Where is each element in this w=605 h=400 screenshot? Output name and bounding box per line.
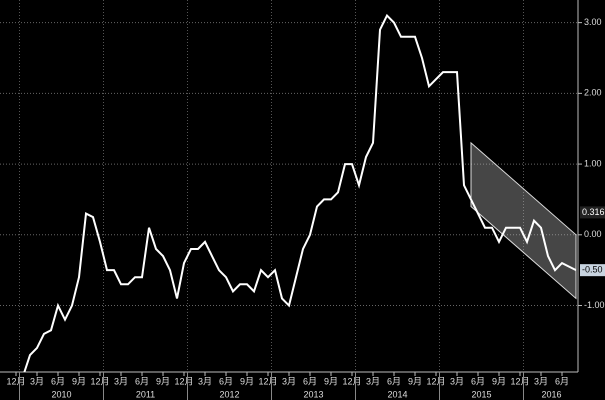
x-tick-label: 9月 (156, 376, 170, 386)
x-tick-label: 12月 (174, 376, 193, 386)
year-label: 2010 (51, 389, 71, 399)
x-tick-label: 6月 (555, 376, 569, 386)
x-tick-label: 6月 (303, 376, 317, 386)
x-tick-label: 12月 (510, 376, 529, 386)
x-tick-label: 12月 (258, 376, 277, 386)
x-tick-label: 9月 (324, 376, 338, 386)
x-tick-label: 9月 (408, 376, 422, 386)
x-tick-label: 6月 (219, 376, 233, 386)
x-tick-label: 9月 (240, 376, 254, 386)
x-tick-label: 6月 (387, 376, 401, 386)
year-label: 2016 (541, 389, 561, 399)
x-tick-label: 12月 (342, 376, 361, 386)
annotation-label: -0.50 (582, 265, 603, 275)
x-tick-label: 12月 (90, 376, 109, 386)
year-label: 2014 (387, 389, 407, 399)
x-tick-label: 6月 (471, 376, 485, 386)
year-label: 2015 (471, 389, 491, 399)
x-tick-label: 3月 (534, 376, 548, 386)
annotation-box (580, 264, 605, 277)
year-label: 2012 (219, 389, 239, 399)
x-tick-label: 3月 (30, 376, 44, 386)
annotation-box (580, 206, 605, 219)
x-tick-label: 3月 (450, 376, 464, 386)
x-tick-label: 12月 (6, 376, 25, 386)
y-tick-label: 3.00 (584, 17, 602, 27)
x-tick-label: 9月 (72, 376, 86, 386)
y-tick-label: 0.00 (584, 229, 602, 239)
y-tick-label: 1.00 (584, 158, 602, 168)
x-tick-label: 9月 (492, 376, 506, 386)
x-tick-label: 6月 (135, 376, 149, 386)
x-tick-label: 3月 (114, 376, 128, 386)
data-line (23, 13, 577, 372)
annotation-label: 0.3166 (582, 207, 605, 217)
x-tick-label: 3月 (366, 376, 380, 386)
y-tick-label: -1.00 (584, 300, 605, 310)
x-tick-label: 3月 (198, 376, 212, 386)
year-label: 2013 (303, 389, 323, 399)
year-label: 2011 (136, 389, 155, 399)
y-tick-label: 2.00 (584, 88, 602, 98)
x-tick-label: 6月 (51, 376, 65, 386)
x-tick-label: 12月 (426, 376, 445, 386)
x-tick-label: 3月 (282, 376, 296, 386)
